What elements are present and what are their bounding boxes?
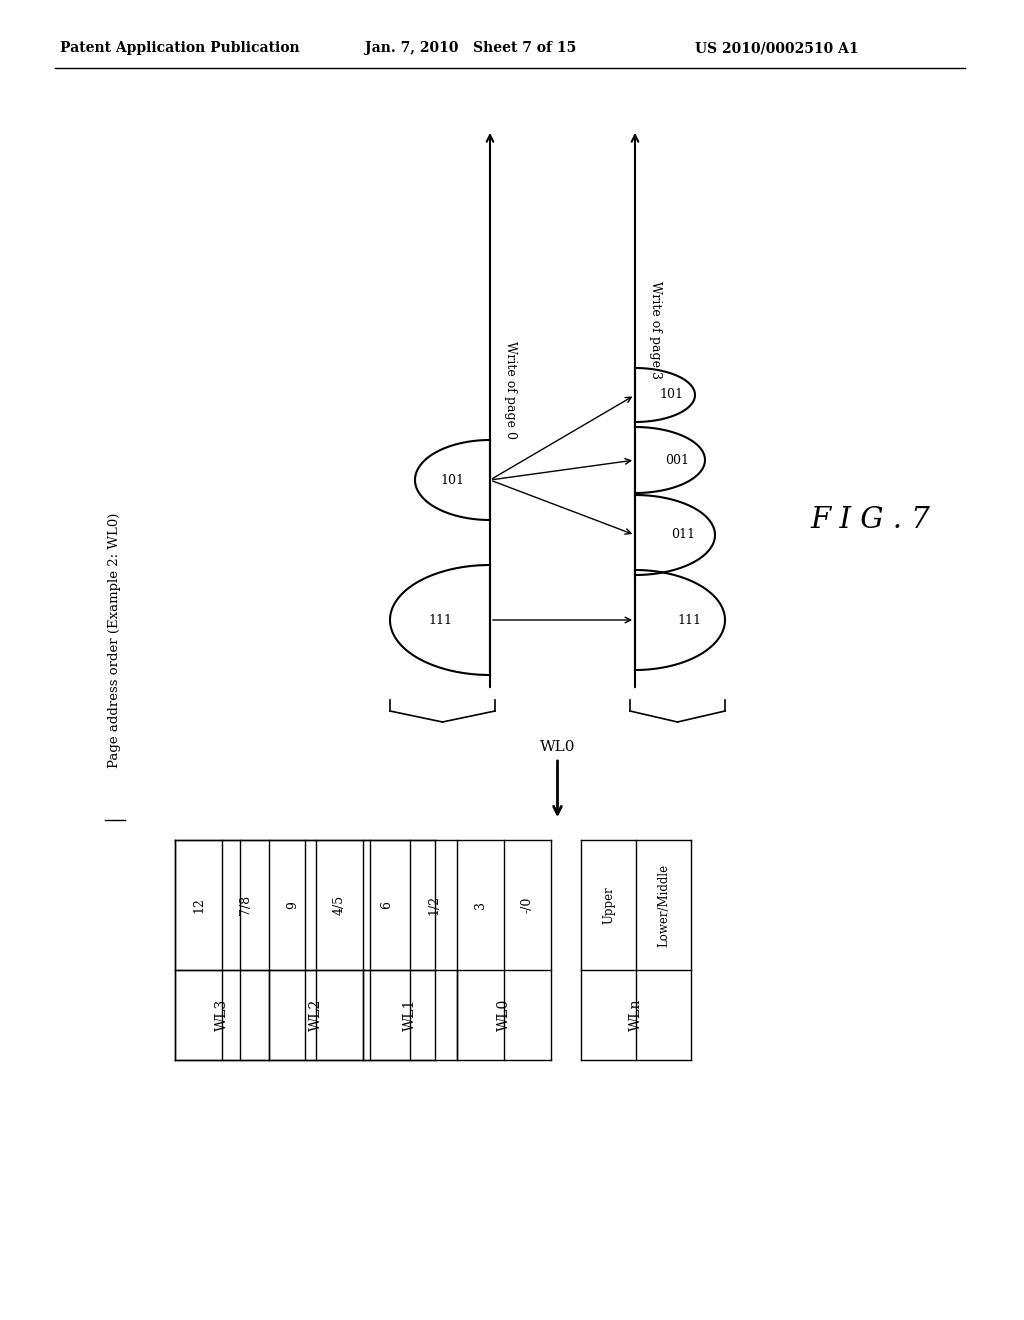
Text: WL0: WL0: [540, 741, 575, 754]
Text: 101: 101: [659, 388, 683, 401]
Text: 6: 6: [380, 902, 393, 909]
Text: WL3: WL3: [215, 999, 229, 1031]
Text: F I G . 7: F I G . 7: [810, 506, 930, 535]
Text: 1/2: 1/2: [427, 895, 440, 915]
Text: 7/8: 7/8: [239, 895, 252, 915]
Text: WL1: WL1: [403, 999, 417, 1031]
Text: Lower/Middle: Lower/Middle: [657, 863, 670, 946]
Text: WL2: WL2: [309, 999, 323, 1031]
Text: Upper: Upper: [602, 886, 615, 924]
Text: 111: 111: [428, 614, 452, 627]
Text: 4/5: 4/5: [333, 895, 346, 915]
Text: US 2010/0002510 A1: US 2010/0002510 A1: [695, 41, 859, 55]
Text: 101: 101: [440, 474, 465, 487]
Text: 9: 9: [286, 902, 299, 909]
Text: 3: 3: [474, 902, 487, 909]
Text: Jan. 7, 2010   Sheet 7 of 15: Jan. 7, 2010 Sheet 7 of 15: [365, 41, 577, 55]
Text: WLn: WLn: [629, 999, 643, 1031]
Text: 001: 001: [665, 454, 689, 466]
Text: WL0: WL0: [497, 999, 511, 1031]
Text: Write of page 0: Write of page 0: [504, 341, 517, 440]
Text: Write of page 3: Write of page 3: [649, 281, 662, 379]
Text: 011: 011: [671, 528, 695, 541]
Text: -/0: -/0: [521, 896, 534, 913]
Text: Page address order (Example 2: WL0): Page address order (Example 2: WL0): [109, 512, 122, 768]
Text: Patent Application Publication: Patent Application Publication: [60, 41, 300, 55]
Text: 12: 12: [193, 898, 205, 913]
Text: 111: 111: [677, 614, 701, 627]
